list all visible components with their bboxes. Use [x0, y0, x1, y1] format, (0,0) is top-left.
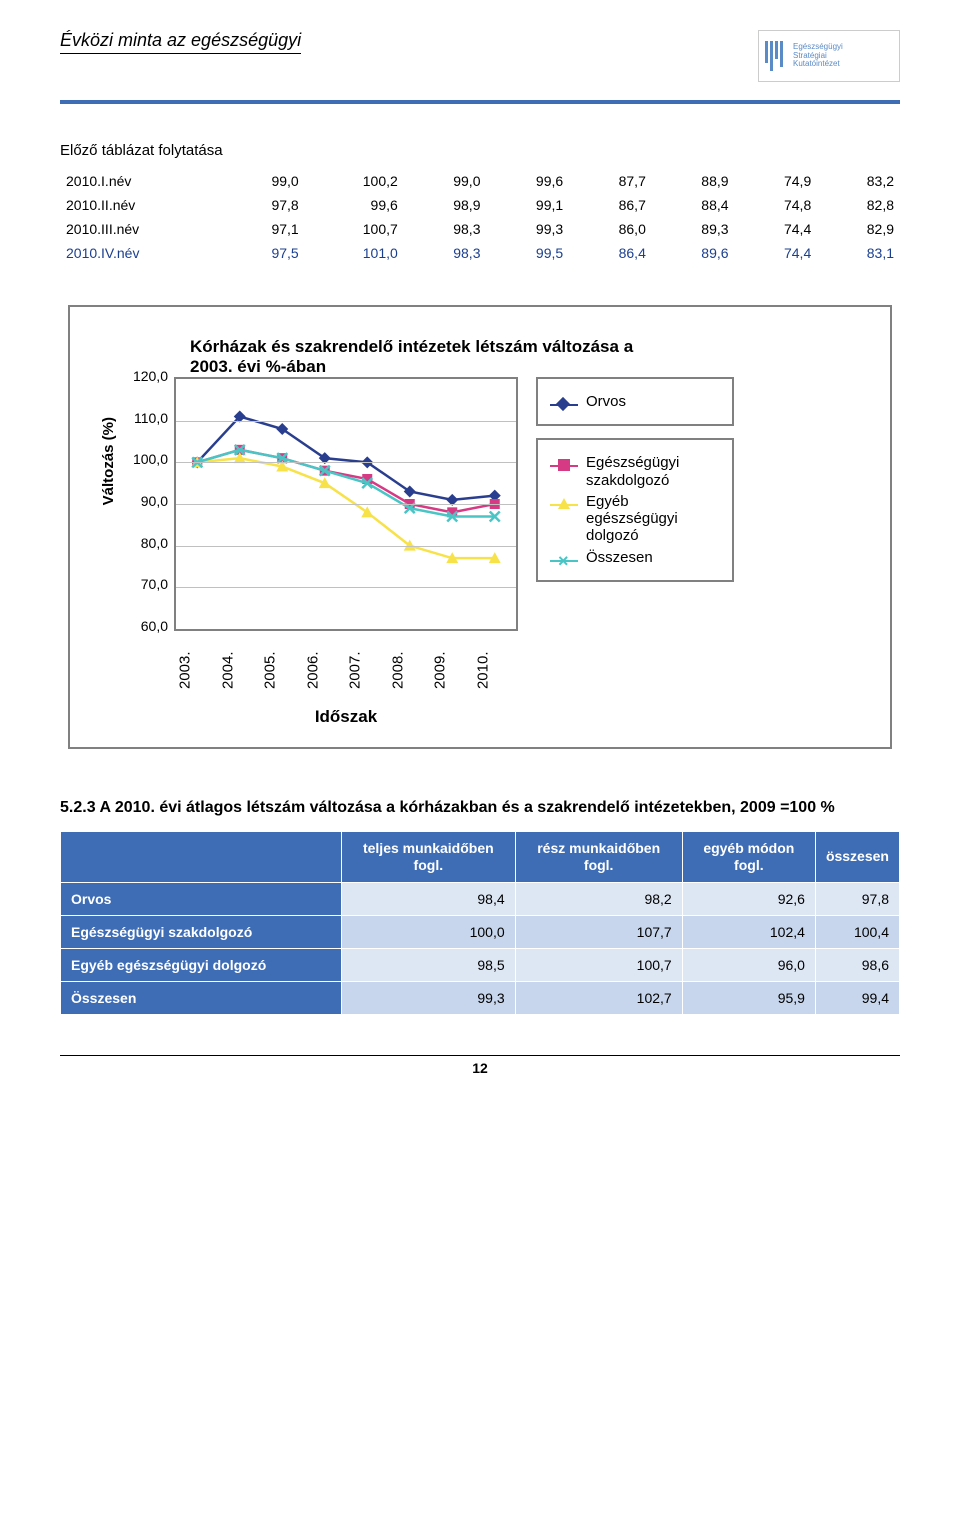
table-header: összesen [815, 832, 899, 883]
legend-item: Egészségügyi szakdolgozó [550, 454, 720, 489]
legend-item: Orvos [550, 393, 720, 410]
header-rule [60, 100, 900, 104]
table-row: 2010.II.név97,899,698,999,186,788,474,88… [60, 193, 900, 217]
table-row: 2010.IV.név97,5101,098,399,586,489,674,4… [60, 241, 900, 265]
table-row: Egyéb egészségügyi dolgozó98,5100,796,09… [61, 948, 900, 981]
chart-x-ticks: 2003.2004.2005.2006.2007.2008.2009.2010. [164, 637, 504, 697]
chart-y-ticks: 120,0110,0100,090,080,070,060,0 [124, 377, 174, 627]
table-row: 2010.I.név99,0100,299,099,687,788,974,98… [60, 169, 900, 193]
table-1: 2010.I.név99,0100,299,099,687,788,974,98… [60, 169, 900, 265]
chart-container: Kórházak és szakrendelő intézetek létszá… [68, 305, 892, 749]
table-row: Orvos98,498,292,697,8 [61, 882, 900, 915]
section-523-title: 5.2.3 A 2010. évi átlagos létszám változ… [60, 799, 900, 817]
legend-item: Egyéb egészségügyi dolgozó [550, 493, 720, 545]
table-header: egyéb módon fogl. [682, 832, 815, 883]
chart-plot-area [174, 377, 518, 631]
chart-x-axis-label: Időszak [174, 707, 518, 727]
chart-y-axis-label: Változás (%) [100, 417, 124, 505]
table-2: teljes munkaidőben fogl.rész munkaidőben… [60, 831, 900, 1015]
legend-item: ×Összesen [550, 549, 720, 566]
table-header: rész munkaidőben fogl. [515, 832, 682, 883]
page-number: 12 [60, 1055, 900, 1076]
chart-legend: Orvos Egészségügyi szakdolgozó Egyéb egész… [536, 377, 734, 594]
table-row: 2010.III.név97,1100,798,399,386,089,374,… [60, 217, 900, 241]
table-row: Egészségügyi szakdolgozó100,0107,7102,41… [61, 915, 900, 948]
continuation-caption: Előző táblázat folytatása [60, 142, 900, 159]
table-header: teljes munkaidőben fogl. [342, 832, 516, 883]
table-row: Összesen99,3102,795,999,4 [61, 981, 900, 1014]
header-logo: EgészségügyiStratégiaiKutatóintézet [758, 30, 900, 82]
page-header-title: Évközi minta az egészségügyi [60, 30, 301, 54]
chart-title: Kórházak és szakrendelő intézetek létszá… [190, 337, 860, 377]
